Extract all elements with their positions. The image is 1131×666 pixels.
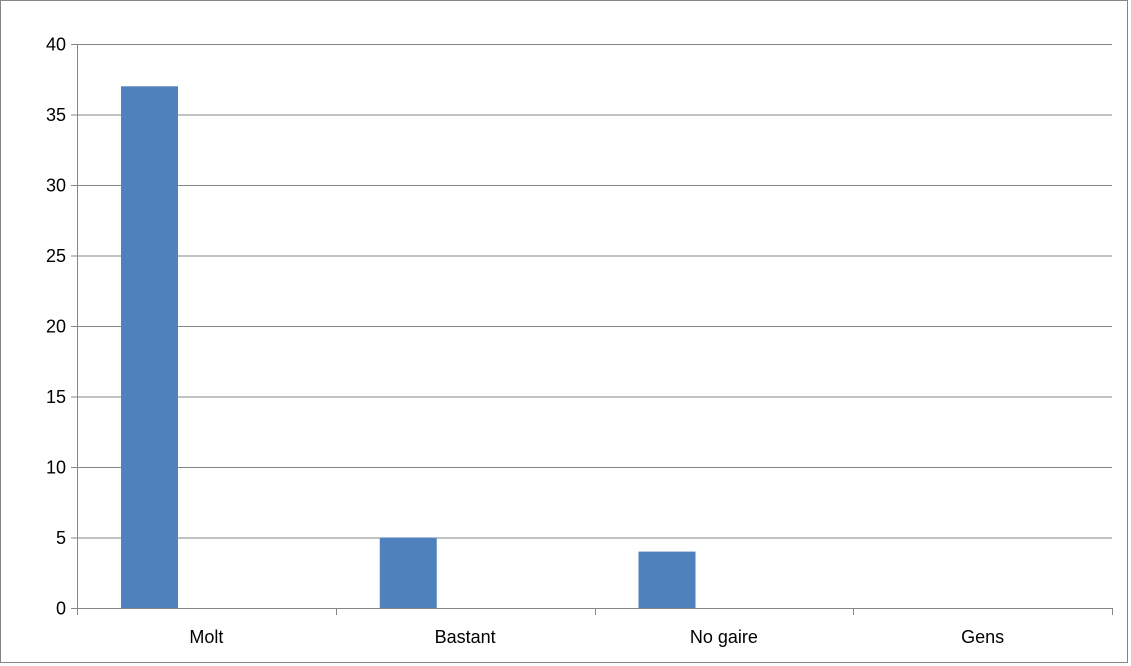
x-tick-label: Gens: [961, 627, 1004, 647]
bar-no-gaire: [638, 551, 696, 608]
x-tick-label: Molt: [189, 627, 223, 647]
y-tick-label: 40: [46, 35, 66, 55]
tick-labels: 0 5 10 15 20 25 30 35 40 Molt Bastant No gaire Gens: [46, 35, 1004, 648]
gridlines: [77, 44, 1112, 539]
y-tick-label: 15: [46, 387, 66, 407]
x-tick-label: No gaire: [690, 627, 758, 647]
y-tick-label: 5: [56, 528, 66, 548]
y-tick-label: 20: [46, 317, 66, 337]
y-tick-label: 25: [46, 246, 66, 266]
axes: [71, 44, 1113, 615]
bars: [121, 86, 696, 609]
x-tick-label: Bastant: [435, 627, 496, 647]
bar-molt: [121, 86, 178, 609]
bar-bastant: [379, 537, 437, 608]
y-tick-label: 30: [46, 176, 66, 196]
y-tick-label: 10: [46, 458, 66, 478]
y-tick-label: 35: [46, 105, 66, 125]
y-tick-label: 0: [56, 599, 66, 619]
